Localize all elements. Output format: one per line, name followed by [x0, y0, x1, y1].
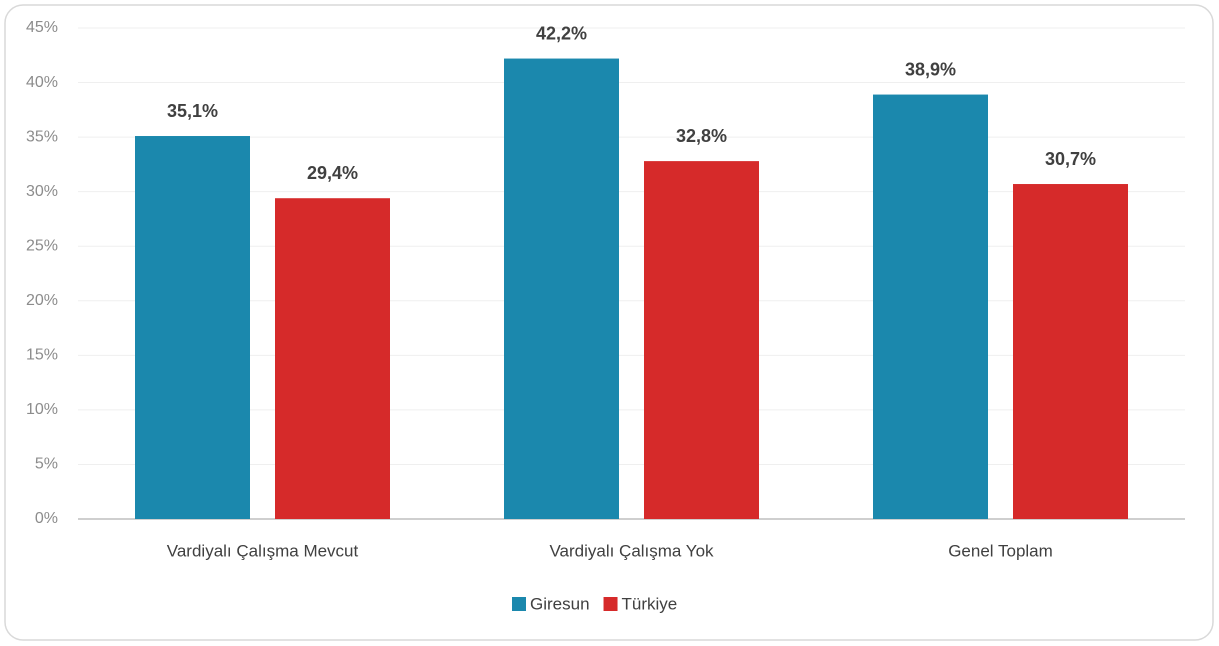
legend-swatch [603, 597, 618, 611]
y-tick-label: 15% [26, 347, 58, 364]
legend-label: Türkiye [622, 594, 678, 613]
value-label: 30,7% [1045, 149, 1096, 169]
y-tick-label: 30% [26, 183, 58, 200]
bar [873, 94, 988, 520]
legend-label: Giresun [530, 594, 590, 613]
y-tick-label: 40% [26, 74, 58, 91]
bar [1013, 184, 1128, 520]
y-tick-label: 0% [35, 510, 58, 527]
value-label: 38,9% [905, 59, 956, 79]
bar [504, 58, 619, 519]
value-label: 32,8% [676, 126, 727, 146]
legend-swatch [512, 597, 526, 611]
x-tick-label: Vardiyalı Çalışma Mevcut [167, 541, 359, 560]
value-label: 35,1% [167, 101, 218, 121]
x-tick-label: Genel Toplam [948, 541, 1053, 560]
bar [135, 136, 250, 519]
value-label: 42,2% [536, 23, 587, 43]
y-tick-label: 25% [26, 237, 58, 254]
y-tick-label: 20% [26, 292, 58, 309]
bar [275, 198, 390, 520]
x-tick-label: Vardiyalı Çalışma Yok [549, 541, 714, 560]
value-label: 29,4% [307, 163, 358, 183]
y-tick-label: 5% [35, 456, 58, 473]
bar [644, 161, 759, 520]
y-tick-label: 35% [26, 128, 58, 145]
y-tick-label: 10% [26, 401, 58, 418]
y-tick-label: 45% [26, 19, 58, 36]
